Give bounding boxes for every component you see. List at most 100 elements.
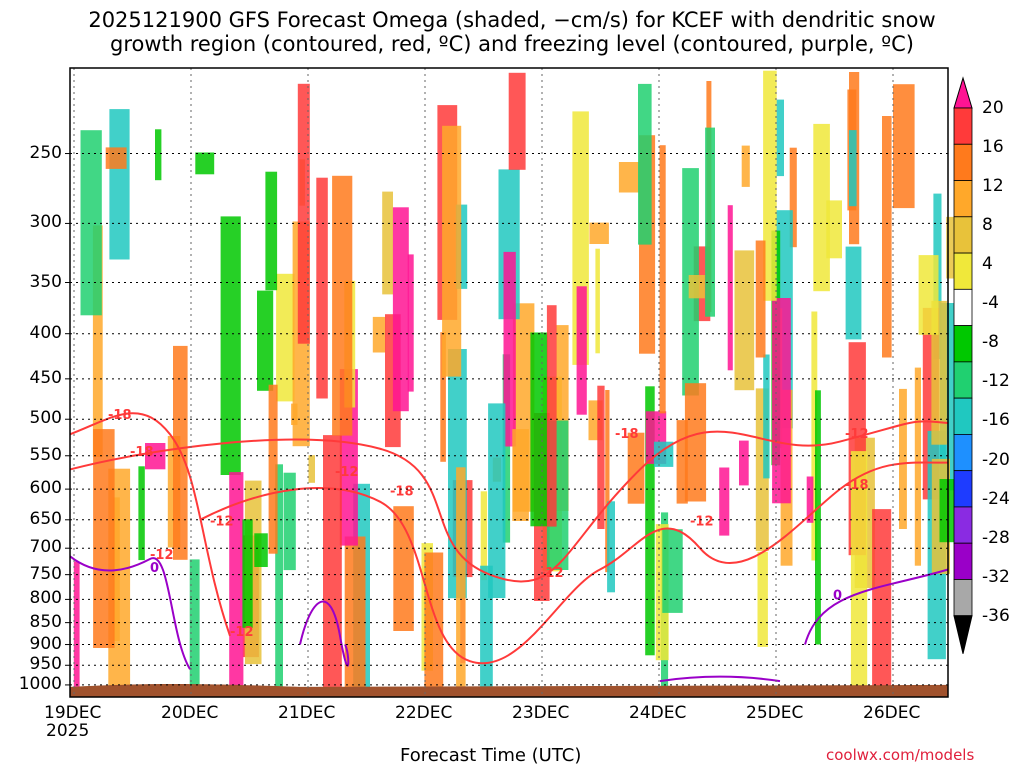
colorbar-segment	[953, 579, 973, 617]
omega-shade-cell	[638, 83, 652, 245]
colorbar-tick-label: 20	[982, 98, 1004, 118]
omega-shade-cell	[789, 147, 797, 248]
omega-shade-cell	[265, 171, 278, 291]
y-tick-label: 250	[29, 142, 62, 163]
x-tick-label: 19DEC	[44, 703, 102, 723]
omega-shade-cell	[138, 466, 145, 561]
colorbar-tick-label: -12	[982, 371, 1010, 392]
omega-shade-cell	[576, 286, 587, 415]
freezing-contour	[69, 555, 191, 670]
omega-shade-cell	[276, 273, 295, 402]
omega-shade-cell	[684, 383, 707, 502]
dgz-contour	[69, 420, 949, 583]
y-tick-label: 650	[29, 508, 62, 529]
omega-shade-cell	[455, 204, 468, 289]
colorbar-tick-label: -20	[982, 449, 1010, 470]
y-tick-label: 550	[29, 444, 62, 465]
omega-shade-cell	[659, 145, 666, 414]
colorbar-top-arrow	[953, 76, 973, 109]
x-tick-label: 22DEC	[395, 703, 453, 723]
x-tick-label: 25DEC	[746, 703, 804, 723]
chart-title-line2: growth region (contoured, red, ºC) and f…	[110, 32, 914, 56]
omega-shade-cell	[109, 109, 130, 260]
terrain	[70, 683, 948, 697]
dgz-contour-label: -12	[335, 465, 359, 480]
omega-shade-cell	[705, 127, 715, 317]
y-tick-label: 300	[29, 212, 62, 233]
colorbar-tick-label: -28	[982, 527, 1010, 548]
y-tick-label: 700	[29, 537, 62, 558]
dgz-contour-label: -12	[540, 566, 564, 581]
omega-shade-cell	[105, 147, 127, 169]
omega-shade-cell	[662, 529, 683, 613]
omega-shade-cell	[826, 200, 842, 259]
x-tick-label: 24DEC	[629, 703, 687, 723]
omega-shade-cell	[755, 240, 766, 358]
dgz-contour-label: -12	[845, 427, 869, 442]
dgz-contour-label: -18	[615, 427, 639, 442]
omega-shade-cell	[849, 130, 857, 207]
colorbar-segment	[953, 506, 973, 544]
omega-shade-cell	[739, 440, 749, 486]
omega-shade-cell	[254, 533, 268, 567]
omega-shade-cell	[297, 83, 310, 344]
dgz-contour-label: -18	[108, 408, 132, 423]
omega-shade-cell	[627, 432, 645, 504]
freezing-contour	[659, 675, 781, 683]
omega-shade-cell	[763, 354, 770, 479]
omega-shade-cell	[727, 205, 733, 371]
y-tick-label: 1000	[18, 673, 62, 694]
colorbar-tick-label: -4	[982, 293, 999, 314]
omega-shade-cell	[323, 435, 342, 693]
colorbar-tick-label: 12	[982, 176, 1004, 197]
omega-shade-cell	[275, 464, 283, 697]
colorbar-segment	[953, 361, 973, 399]
colorbar-segment	[953, 470, 973, 508]
dgz-contour-label: -12	[230, 625, 254, 640]
omega-shade-cell	[688, 275, 705, 299]
x-tick-label: 26DEC	[863, 703, 921, 723]
omega-shade-cell	[813, 123, 830, 292]
omega-shade-cell	[189, 559, 200, 697]
omega-shade-cell	[308, 455, 315, 483]
chart-title-line1: 2025121900 GFS Forecast Omega (shaded, −…	[88, 8, 936, 32]
omega-shade-cell	[850, 451, 868, 694]
omega-shade-cell	[741, 145, 750, 187]
omega-shade-cell	[344, 536, 366, 697]
omega-shade-cell	[772, 298, 791, 504]
dgz-contour-label: -18	[390, 484, 414, 499]
omega-shade-cell	[93, 429, 115, 648]
dgz-contour	[69, 412, 231, 637]
dgz-contour-label: -12	[210, 515, 234, 530]
omega-shade-cell	[220, 216, 241, 475]
x-tick-label: 21DEC	[278, 703, 336, 723]
omega-shade-cell	[332, 175, 353, 436]
omega-shade-cell	[257, 290, 274, 391]
y-tick-label: 800	[29, 588, 62, 609]
dgz-contour-label: -12	[690, 515, 714, 530]
y-tick-label: 450	[29, 367, 62, 388]
omega-shade-cell	[268, 384, 278, 554]
omega-shade-cell	[918, 255, 939, 335]
freezing-contour	[299, 600, 350, 667]
colorbar-tick-label: -32	[982, 566, 1010, 587]
dgz-contour-label: -12	[150, 548, 174, 563]
y-tick-label: 750	[29, 563, 62, 584]
omega-shade-cell	[195, 152, 215, 175]
omega-shade-cell	[440, 332, 446, 462]
omega-shade-cell	[92, 225, 103, 457]
credit-link[interactable]: coolwx.com/models	[826, 746, 975, 764]
dgz-contour-label: -18	[845, 478, 869, 493]
omega-shading	[73, 70, 964, 697]
colorbar-segment	[953, 143, 973, 181]
y-tick-label: 600	[29, 478, 62, 499]
colorbar-segment	[953, 216, 973, 254]
omega-shade-cell	[676, 420, 688, 504]
omega-shade-cell	[155, 129, 162, 181]
colorbar-tick-label: -16	[982, 410, 1010, 431]
omega-shade-cell	[872, 509, 892, 697]
omega-shade-cell	[589, 222, 609, 244]
y-tick-label: 400	[29, 322, 62, 343]
dgz-contour-label: -18	[130, 445, 154, 460]
